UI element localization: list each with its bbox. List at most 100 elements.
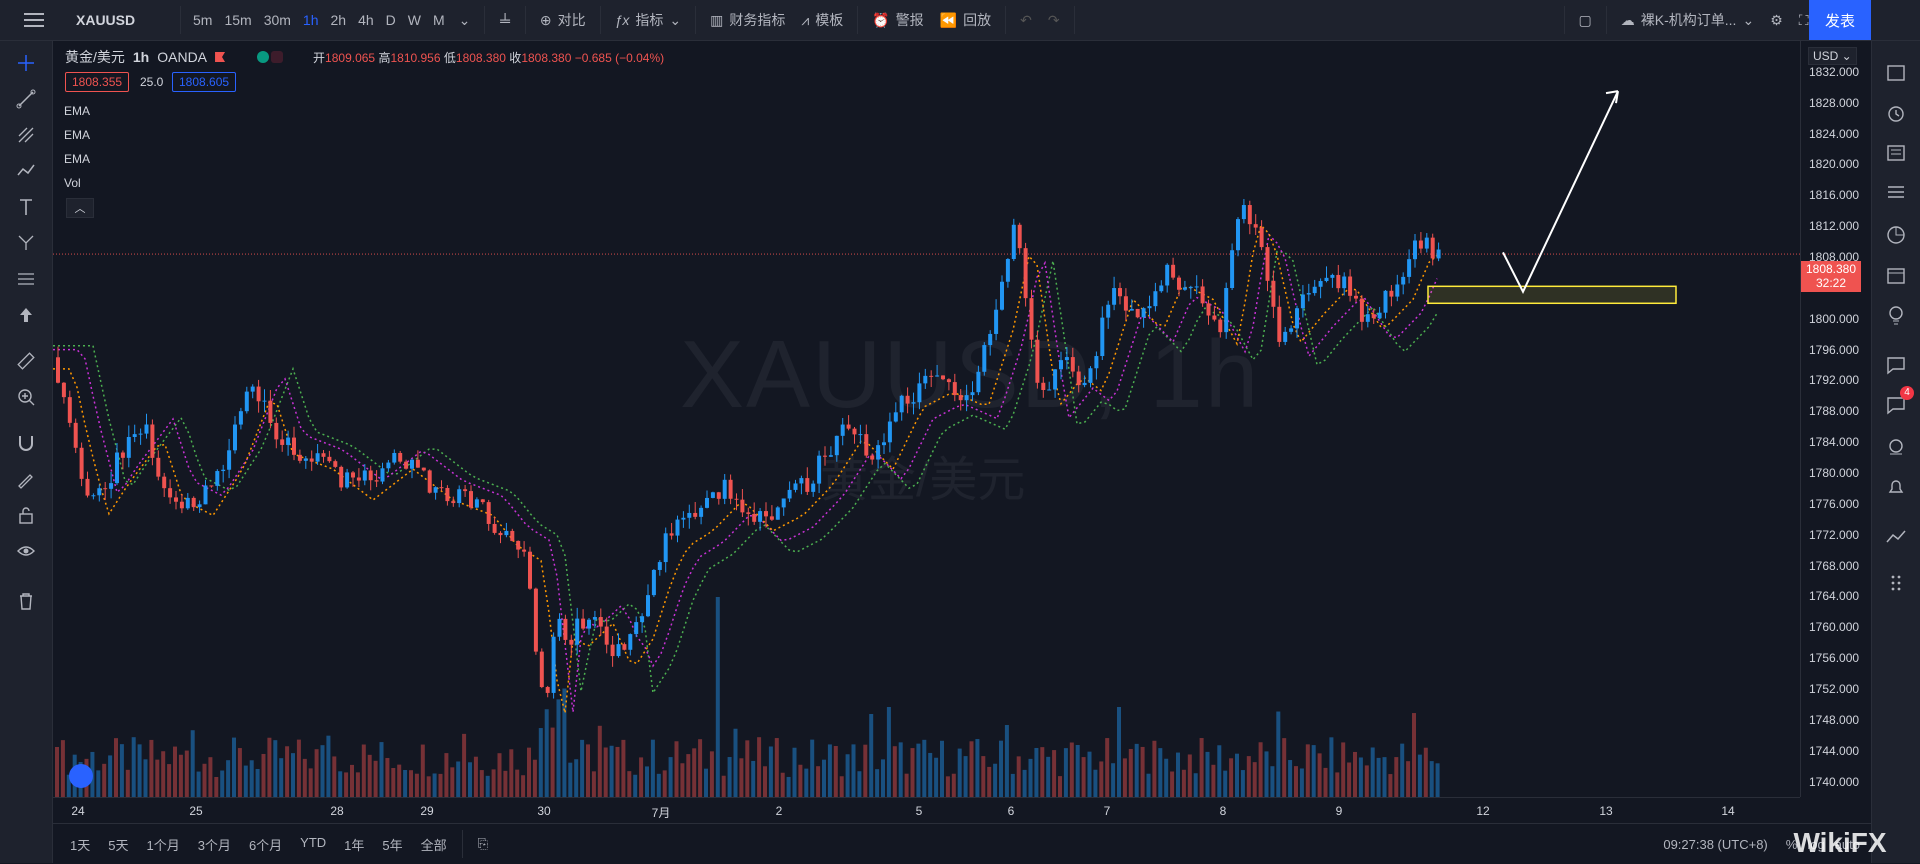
range-3[interactable]: 3个月 (197, 837, 231, 853)
watchlist-icon[interactable] (1884, 61, 1908, 85)
pencil-lock-icon[interactable] (14, 467, 38, 491)
volume-bar (1264, 751, 1269, 797)
range-2[interactable]: 1个月 (146, 837, 180, 853)
candle-body (1407, 259, 1412, 277)
ruler-icon[interactable] (14, 349, 38, 373)
node-icon[interactable] (14, 231, 38, 255)
buy-price-button[interactable]: 1808.605 (172, 72, 237, 92)
pattern-icon[interactable] (14, 159, 38, 183)
trendline-icon[interactable] (14, 87, 38, 111)
interval-2h[interactable]: 2h (330, 12, 347, 28)
layout-name-button[interactable]: ☁ 裸K-机构订单... ⌄ (1613, 0, 1762, 40)
indicators-button[interactable]: ƒx 指标 ⌄ (607, 0, 690, 40)
crosshair-icon[interactable] (14, 51, 38, 75)
volume-bar (727, 757, 732, 797)
volume-bar (987, 766, 992, 797)
range-6[interactable]: 1年 (344, 837, 365, 853)
financials-button[interactable]: ▥ 财务指标 (702, 0, 793, 40)
measure-lines-icon[interactable] (14, 267, 38, 291)
fullscreen-button[interactable]: ⛶ (1791, 0, 1817, 40)
menu-icon[interactable] (0, 0, 68, 40)
symbol-search-button[interactable]: XAUUSD (76, 12, 136, 28)
interval-dropdown-icon[interactable]: ⌄ (458, 11, 471, 28)
settings-button[interactable]: ⚙ (1762, 0, 1791, 40)
volume-bar (66, 774, 71, 797)
candle-body (669, 533, 674, 536)
publish-button[interactable]: 发表 (1809, 0, 1871, 40)
range-0[interactable]: 1天 (70, 837, 91, 853)
candles-icon: 𝍦 (499, 10, 511, 26)
volume-bar (1305, 744, 1310, 797)
zoom-icon[interactable] (14, 385, 38, 409)
volume-bar (403, 770, 408, 797)
interval-M[interactable]: M (433, 12, 445, 28)
help-icon[interactable] (1884, 435, 1908, 459)
volume-bar (1211, 764, 1216, 797)
candle-body (1306, 293, 1311, 295)
eye-icon[interactable] (14, 539, 38, 563)
indicator-volume[interactable]: Vol (64, 176, 81, 190)
percent-toggle[interactable]: % (1785, 836, 1798, 852)
range-5[interactable]: YTD (300, 834, 327, 850)
interval-1h[interactable]: 1h (302, 12, 319, 28)
interval-30m[interactable]: 30m (263, 12, 291, 28)
candle-body (132, 434, 137, 437)
interval-D[interactable]: D (385, 12, 396, 28)
magnet-icon[interactable] (14, 431, 38, 455)
price-chart[interactable] (53, 41, 1800, 797)
indicator-ema-3[interactable]: EMA (64, 152, 91, 166)
clock[interactable]: 09:27:38 (UTC+8) (1663, 836, 1768, 852)
collapse-legend-button[interactable]: ︿ (66, 198, 94, 218)
alerts-button[interactable]: ⏰ 警报 (864, 0, 931, 40)
trash-icon[interactable] (14, 589, 38, 613)
candle-body (1135, 308, 1140, 318)
indicator-ema-2[interactable]: EMA (64, 128, 91, 142)
auto-toggle[interactable]: auto (1834, 836, 1860, 852)
replay-button[interactable]: ⏪ 回放 (932, 0, 999, 40)
range-8[interactable]: 全部 (420, 837, 447, 853)
chart-type-button[interactable]: 𝍦 (491, 0, 518, 40)
bell-icon[interactable] (1884, 475, 1908, 499)
interval-5m[interactable]: 5m (193, 12, 213, 28)
candle-body (516, 540, 521, 550)
range-4[interactable]: 6个月 (248, 837, 283, 853)
chat-icon[interactable] (1884, 353, 1908, 377)
hotlist-icon[interactable] (1884, 223, 1908, 247)
grip-icon[interactable] (1884, 571, 1908, 595)
range-7[interactable]: 5年 (382, 837, 403, 853)
candle-body (941, 375, 945, 380)
undo-button[interactable]: ↶ (1012, 0, 1040, 40)
interval-W[interactable]: W (407, 12, 421, 28)
candle-body (1401, 276, 1406, 285)
alarm-clock-icon[interactable] (1884, 101, 1908, 125)
candle-body (1141, 308, 1146, 318)
price-scale[interactable]: 1832.000 1828.000 1824.000 1820.000 1816.000… (1800, 41, 1873, 797)
news-icon[interactable] (1884, 141, 1908, 165)
candle-body (604, 626, 609, 645)
sell-price-button[interactable]: 1808.355 (65, 72, 130, 92)
candle-body (1147, 306, 1152, 309)
indicator-ema-1[interactable]: EMA (64, 104, 91, 118)
calendar-icon[interactable] (1884, 263, 1908, 287)
data-window-icon[interactable] (1884, 181, 1908, 205)
templates-button[interactable]: ⩘ 模板 (793, 0, 851, 40)
visibility-toggle[interactable] (257, 51, 284, 63)
currency-selector[interactable]: USD ⌄ (1808, 47, 1857, 65)
volume-bar (208, 757, 213, 797)
interval-15m[interactable]: 15m (224, 12, 252, 28)
signal-icon[interactable] (1884, 525, 1908, 549)
goto-date-button[interactable]: ⎘ (469, 836, 497, 852)
log-toggle[interactable]: log (1807, 836, 1825, 852)
pitchfork-icon[interactable] (14, 123, 38, 147)
idea-icon[interactable] (1884, 303, 1908, 327)
arrow-up-icon[interactable] (14, 303, 38, 327)
text-icon[interactable] (14, 195, 38, 219)
redo-button[interactable]: ↷ (1040, 0, 1068, 40)
compare-button[interactable]: ⊕ 对比 (532, 0, 594, 40)
layout-toggle-button[interactable]: ▢ (1571, 0, 1600, 40)
candle-body (1011, 224, 1016, 260)
interval-4h[interactable]: 4h (358, 12, 374, 28)
lock-icon[interactable] (14, 503, 38, 527)
time-scale[interactable]: 24 25 28 29 30 7月 2 5 6 7 8 9 12 13 14 (53, 797, 1800, 824)
range-1[interactable]: 5天 (108, 837, 129, 853)
